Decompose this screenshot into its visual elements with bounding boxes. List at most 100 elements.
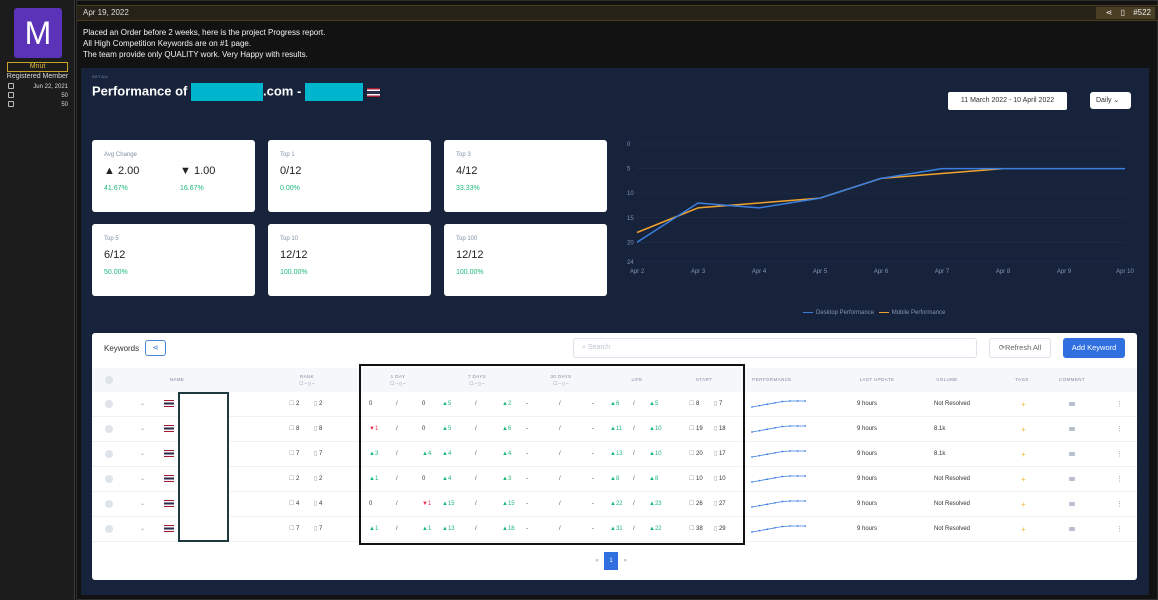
share-icon[interactable]: ⋖ xyxy=(1105,8,1113,17)
redacted-region xyxy=(304,83,363,101)
share-keywords-button[interactable]: ⋖ xyxy=(145,340,166,356)
post-date[interactable]: Apr 19, 2022 xyxy=(83,8,129,17)
sparkline-point xyxy=(766,428,769,431)
date-range-picker[interactable]: 11 March 2022 - 10 April 2022 xyxy=(948,92,1067,110)
username[interactable]: Mnut xyxy=(7,62,68,72)
header-1-day[interactable]: 1 DAY ☐ – ▯ – xyxy=(390,374,406,386)
more-options-icon[interactable]: ⋮ xyxy=(1116,451,1123,458)
row-checkbox[interactable] xyxy=(105,425,113,433)
sparkline-line xyxy=(751,425,806,433)
chevron-down-icon[interactable]: ⌄ xyxy=(140,451,146,457)
row-checkbox[interactable] xyxy=(105,450,113,458)
redacted-keyword-names xyxy=(178,392,229,542)
start-desktop: ☐ 26 xyxy=(689,501,703,507)
sparkline-point xyxy=(758,429,761,432)
sparkline xyxy=(751,475,807,483)
header-comment[interactable]: COMMENT xyxy=(1058,377,1086,382)
pager-prev[interactable]: « xyxy=(595,558,599,564)
table-row[interactable]: ⌄ ☐ 7 ▯ 7 ▲3 ▲4 ▲4 ▲4 - - ▲13 ▲10 ☐ 20 ▯ 17 9 hours 8.… xyxy=(92,442,1137,467)
post-actions: ⋖ ▯ #522 xyxy=(1095,7,1155,19)
day1-mobile: ▲1 xyxy=(422,526,432,532)
day1-mobile: ▼1 xyxy=(422,501,432,507)
header-start[interactable]: START xyxy=(695,377,713,382)
header-name[interactable]: NAME xyxy=(169,377,185,382)
day7-mobile: ▲18 xyxy=(502,526,515,532)
highlight-frame xyxy=(359,364,745,545)
add-tag-icon[interactable]: + xyxy=(1021,500,1026,509)
comment-icon[interactable] xyxy=(1069,502,1075,506)
desktop-icon: ☐ xyxy=(289,426,297,432)
rank-desktop: ☐ 7 xyxy=(289,451,300,457)
header-30-days[interactable]: 30 DAYS ☐ – ▯ – xyxy=(550,374,572,386)
pager-page-1[interactable]: 1 xyxy=(604,552,618,570)
add-tag-icon[interactable]: + xyxy=(1021,450,1026,459)
chevron-down-icon[interactable]: ⌄ xyxy=(140,501,146,507)
rank-mobile: ▯ 8 xyxy=(314,426,323,432)
header-performance[interactable]: PERFORMANCE xyxy=(752,377,792,382)
more-options-icon[interactable]: ⋮ xyxy=(1116,526,1123,533)
series-line-desktop-performance xyxy=(636,167,1125,243)
comment-icon[interactable] xyxy=(1069,477,1075,481)
more-options-icon[interactable]: ⋮ xyxy=(1116,501,1123,508)
calendar-icon xyxy=(8,83,14,90)
header-volume[interactable]: VOLUME xyxy=(936,377,958,382)
chevron-down-icon[interactable]: ⌄ xyxy=(140,476,146,482)
row-checkbox[interactable] xyxy=(105,525,113,533)
mobile-icon: ▯ xyxy=(314,401,319,407)
comment-icon[interactable] xyxy=(1069,452,1075,456)
more-options-icon[interactable]: ⋮ xyxy=(1116,401,1123,408)
add-tag-icon[interactable]: + xyxy=(1021,475,1026,484)
thailand-flag-icon xyxy=(164,400,174,407)
x-tick-label: Apr 7 xyxy=(935,269,950,275)
chevron-down-icon[interactable]: ⌄ xyxy=(140,401,146,407)
desktop-icon: ☐ xyxy=(689,501,697,507)
add-tag-icon[interactable]: + xyxy=(1021,400,1026,409)
row-checkbox[interactable] xyxy=(105,475,113,483)
kpi-label: Avg Change xyxy=(104,152,137,158)
add-tag-icon[interactable]: + xyxy=(1021,425,1026,434)
series-line-mobile-performance xyxy=(636,167,1004,234)
sparkline-point xyxy=(773,426,776,429)
select-all-checkbox[interactable] xyxy=(105,376,113,384)
chevron-down-icon[interactable]: ⌄ xyxy=(140,426,146,432)
day1-separator: / xyxy=(396,451,398,457)
header-7-days[interactable]: 7 DAYS ☐ – ▯ – xyxy=(467,374,487,386)
table-row[interactable]: ⌄ ☐ 4 ▯ 4 0 ▼1 ▲15 ▲15 - - ▲22 ▲23 ☐ 26 ▯ 27 9 hours N… xyxy=(92,492,1137,517)
table-row[interactable]: ⌄ ☐ 2 ▯ 2 ▲1 0 ▲4 ▲3 - - ▲8 ▲8 ☐ 10 ▯ 10 9 hours Not R… xyxy=(92,467,1137,492)
table-row[interactable]: ⌄ ☐ 7 ▯ 7 ▲1 ▲1 ▲13 ▲18 - - ▲31 ▲22 ☐ 38 ▯ 29 9 hours… xyxy=(92,517,1137,542)
header-tags[interactable]: TAGS xyxy=(1015,377,1029,382)
day30-mobile: - xyxy=(592,501,594,507)
comment-icon[interactable] xyxy=(1069,427,1075,431)
table-row[interactable]: ⌄ ☐ 2 ▯ 2 0 0 ▲5 ▲2 - - ▲6 ▲5 ☐ 8 ▯ 7 9 hours Not Reso… xyxy=(92,392,1137,417)
comment-icon[interactable] xyxy=(1069,402,1075,406)
period-select[interactable]: Daily ⌄ xyxy=(1090,92,1131,109)
legend-desktop[interactable]: Desktop Performance xyxy=(816,310,875,316)
header-life[interactable]: LIFE xyxy=(631,377,643,382)
avg-up-pct: 41.67% xyxy=(104,185,128,192)
life-mobile: ▲8 xyxy=(649,476,659,482)
search-input[interactable]: ⌕ Search xyxy=(573,338,977,358)
header-last-update[interactable]: LAST UPDATE xyxy=(859,377,895,382)
post-number[interactable]: #522 xyxy=(1133,8,1151,17)
start-desktop: ☐ 38 xyxy=(689,526,703,532)
legend-mobile[interactable]: Mobile Performance xyxy=(891,310,946,316)
row-checkbox[interactable] xyxy=(105,500,113,508)
legend-swatch-desktop xyxy=(803,311,813,313)
y-tick-label: 5 xyxy=(627,167,631,173)
header-rank[interactable]: RANK ☐ – ▯ – xyxy=(299,374,315,386)
pager-next[interactable]: » xyxy=(623,558,627,564)
add-keyword-button[interactable]: Add Keyword xyxy=(1063,338,1125,358)
chevron-down-icon[interactable]: ⌄ xyxy=(140,526,146,532)
row-checkbox[interactable] xyxy=(105,400,113,408)
avatar[interactable]: M xyxy=(14,8,62,58)
sparkline-line xyxy=(751,475,806,483)
more-options-icon[interactable]: ⋮ xyxy=(1116,426,1123,433)
table-row[interactable]: ⌄ ☐ 8 ▯ 8 ▼1 0 ▲5 ▲6 - - ▲11 ▲10 ☐ 19 ▯ 18 9 hours 8.1… xyxy=(92,417,1137,442)
bookmark-icon[interactable]: ▯ xyxy=(1120,8,1125,17)
refresh-all-button[interactable]: ⟳Refresh All xyxy=(989,338,1051,358)
y-tick-label: 20 xyxy=(627,240,634,246)
comment-icon[interactable] xyxy=(1069,527,1075,531)
add-tag-icon[interactable]: + xyxy=(1021,525,1026,534)
sparkline xyxy=(751,400,807,408)
more-options-icon[interactable]: ⋮ xyxy=(1116,476,1123,483)
